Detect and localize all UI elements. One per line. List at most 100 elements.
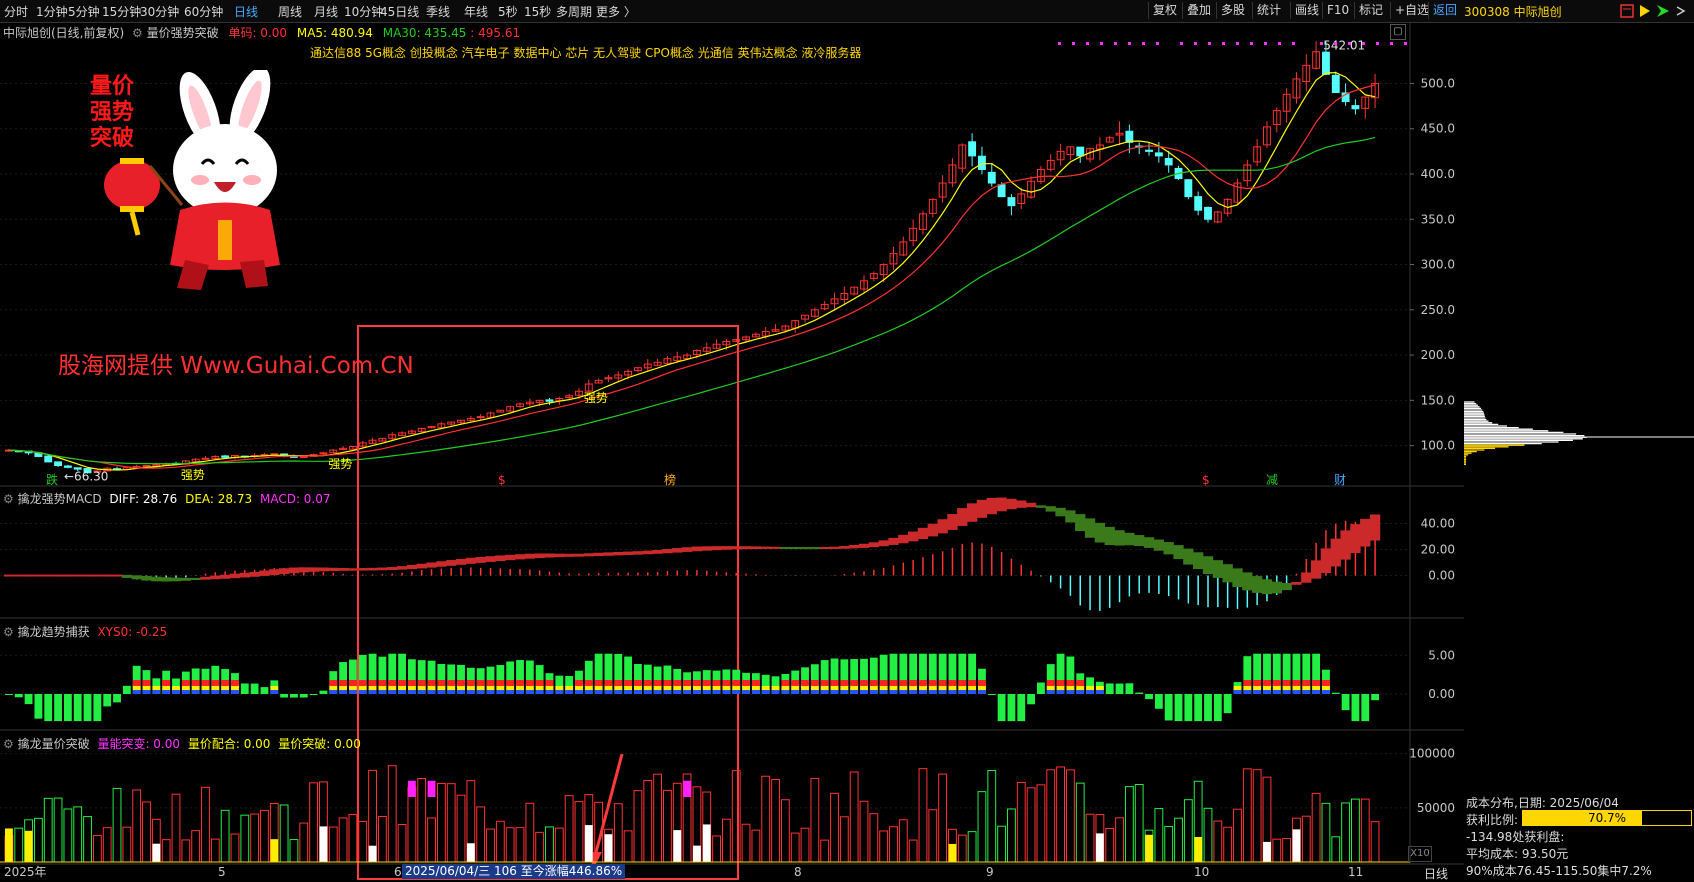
- x-tick-label: 6: [394, 865, 402, 879]
- trend-bar-red: [928, 680, 937, 686]
- zoom-x10-button[interactable]: X10: [1408, 846, 1432, 862]
- dan-label: 单码: 0.00: [228, 26, 288, 40]
- trend-bar-yellow: [801, 686, 809, 690]
- volume-bar: [240, 814, 250, 863]
- collapse-icon[interactable]: [1674, 4, 1688, 18]
- candle: [1331, 74, 1340, 94]
- volume-bar: [446, 783, 456, 863]
- trend-bar: [879, 654, 888, 694]
- toolbar-button[interactable]: 叠加: [1182, 2, 1215, 19]
- period-tab[interactable]: 季线: [426, 5, 451, 19]
- day-tab[interactable]: 日线: [1424, 867, 1449, 881]
- period-tab[interactable]: 45日线: [380, 5, 420, 19]
- trend-bar-blue: [191, 690, 200, 694]
- volume-bar: [210, 838, 220, 863]
- period-tab[interactable]: 日线: [234, 5, 259, 19]
- trend-bar: [1145, 694, 1153, 700]
- volume-bar: [377, 815, 387, 863]
- toolbar-button[interactable]: 统计: [1252, 2, 1285, 19]
- period-tab[interactable]: 月线: [314, 5, 339, 19]
- price-tick-label: 100.0: [1421, 439, 1455, 453]
- toolbar-button[interactable]: F10: [1322, 2, 1353, 19]
- candle: [850, 286, 859, 295]
- candle: [211, 455, 220, 459]
- volume-breakout-bar: [427, 780, 436, 797]
- stock-name: 中际旭创(日线,前复权): [3, 26, 125, 40]
- candle: [319, 452, 328, 455]
- gear-icon[interactable]: ⚙: [3, 625, 14, 639]
- volume-bar: [1301, 815, 1311, 863]
- indicator-name[interactable]: 量价强势突破: [146, 26, 219, 40]
- candle: [702, 347, 711, 352]
- candle: [565, 395, 574, 398]
- window-icon[interactable]: [1620, 4, 1634, 18]
- stock-code[interactable]: 300308 中际旭创: [1464, 5, 1562, 19]
- trend-bar: [14, 694, 23, 698]
- trend-bar-red: [919, 680, 927, 686]
- volume-bar: [417, 778, 427, 863]
- trend-bar: [1154, 694, 1163, 709]
- period-tab[interactable]: 5秒: [498, 5, 518, 19]
- trend-bar-yellow: [368, 686, 377, 690]
- flag-icon[interactable]: [1638, 4, 1652, 18]
- candle: [1253, 146, 1262, 163]
- toolbar-button[interactable]: 返回: [1428, 2, 1461, 19]
- volume-signal-bar: [584, 825, 593, 862]
- toolbar-button[interactable]: 标记: [1354, 2, 1387, 19]
- trend-bar: [103, 694, 112, 707]
- panel-window-button[interactable]: ▢: [1390, 24, 1406, 40]
- volume-bar: [358, 820, 368, 863]
- volume-bar: [643, 780, 653, 863]
- candle: [801, 314, 809, 320]
- trend-bar-yellow: [781, 686, 790, 690]
- volume-bar: [1272, 838, 1282, 863]
- candle: [142, 465, 151, 468]
- candle: [1243, 164, 1252, 182]
- volume-bar: [505, 827, 515, 863]
- gear-icon[interactable]: ⚙: [3, 737, 14, 751]
- toolbar-button[interactable]: 画线: [1290, 2, 1323, 19]
- trend-bar-blue: [555, 690, 564, 694]
- period-tab[interactable]: 分时: [4, 5, 29, 19]
- toolbar-button[interactable]: 复权: [1148, 2, 1181, 19]
- candle: [466, 417, 475, 421]
- volume-bar: [830, 792, 839, 863]
- trend-bar-blue: [172, 690, 180, 694]
- trend-bar: [447, 664, 456, 694]
- trend-bar-yellow: [673, 686, 682, 690]
- period-tab[interactable]: 年线: [464, 5, 489, 19]
- period-tab[interactable]: 15分钟: [102, 5, 142, 19]
- trend-bar: [1194, 694, 1203, 722]
- trend-bar-yellow: [437, 686, 446, 690]
- period-tab[interactable]: 更多 〉: [596, 5, 636, 19]
- trend-bar-blue: [919, 690, 927, 694]
- toolbar-button[interactable]: +自选: [1390, 2, 1433, 19]
- period-tab[interactable]: 10分钟: [344, 5, 384, 19]
- volume-bar: [839, 816, 849, 863]
- toolbar-button[interactable]: 多股: [1216, 2, 1249, 19]
- period-tab[interactable]: 多周期: [556, 5, 593, 19]
- trend-bar-red: [221, 680, 230, 686]
- signal-label: 强势: [181, 468, 205, 482]
- period-tab[interactable]: 5分钟: [68, 5, 100, 19]
- macd-tick-label: 0.00: [1428, 569, 1455, 583]
- trend-bar-yellow: [152, 686, 161, 690]
- candle: [1204, 206, 1212, 220]
- trend-bar: [73, 694, 82, 722]
- arrow-icon[interactable]: [1656, 4, 1670, 18]
- period-tab[interactable]: 15秒: [524, 5, 552, 19]
- period-tab[interactable]: 30分钟: [140, 5, 180, 19]
- trend-bar-blue: [1066, 690, 1075, 694]
- candle: [663, 358, 672, 364]
- trend-bar-red: [201, 680, 210, 686]
- period-tab[interactable]: 1分钟: [36, 5, 68, 19]
- trend-bar-red: [732, 680, 741, 686]
- watermark: 股海网提供 Www.Guhai.Com.CN: [58, 353, 414, 379]
- gear-icon[interactable]: ⚙: [132, 26, 143, 40]
- period-tab[interactable]: 周线: [278, 5, 303, 19]
- period-tab[interactable]: 60分钟: [184, 5, 224, 19]
- gear-icon[interactable]: ⚙: [3, 492, 14, 506]
- trend-bar: [1312, 653, 1321, 694]
- volume-bar: [427, 817, 436, 863]
